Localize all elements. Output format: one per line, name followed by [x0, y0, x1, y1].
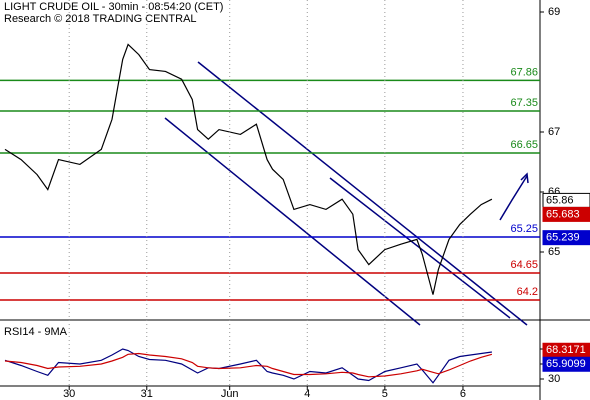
price-label: 65.86 [546, 194, 574, 206]
x-tick-label: 6 [460, 388, 466, 400]
rsi-title: RSI14 - 9MA [4, 326, 68, 338]
x-tick-label: 30 [63, 388, 75, 400]
price-label-box [542, 206, 590, 222]
y-tick-label: 67 [548, 126, 560, 138]
x-tick-label: Jun [221, 388, 239, 400]
x-tick-label: 31 [141, 388, 153, 400]
y-tick-label: 30 [548, 373, 560, 385]
price-label: 65.683 [546, 208, 580, 220]
y-tick-label: 65 [548, 246, 560, 258]
channel-upper [197, 61, 528, 326]
price-label: 68.3171 [546, 344, 586, 356]
series-line [4, 352, 493, 378]
price-label: 65.9099 [546, 358, 586, 370]
y-tick-label: 69 [548, 6, 560, 18]
chart-title: LIGHT CRUDE OIL - 30min - 08:54:20 (CET) [4, 1, 223, 13]
series-line [4, 43, 493, 295]
x-tick-label: 5 [382, 388, 388, 400]
series-line [4, 348, 492, 384]
level-label: 66.65 [510, 139, 538, 151]
level-label: 65.25 [510, 223, 538, 235]
price-label-box [542, 356, 590, 372]
arrow-head [520, 172, 529, 184]
level-label: 67.35 [510, 97, 538, 109]
price-label: 65.239 [546, 232, 580, 244]
forecast-arrow [499, 175, 528, 221]
level-label: 67.86 [510, 66, 538, 78]
chart-subtitle: Research © 2018 TRADING CENTRAL [4, 13, 197, 25]
level-label: 64.2 [517, 286, 538, 298]
level-label: 64.65 [510, 259, 538, 271]
x-tick-label: 4 [304, 388, 310, 400]
price-label-box [542, 230, 590, 246]
